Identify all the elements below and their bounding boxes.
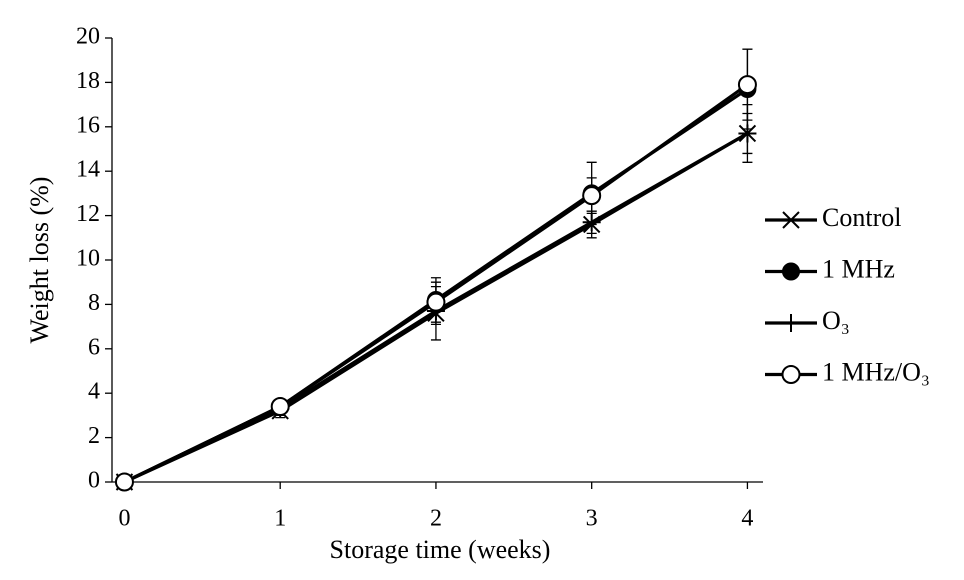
marker xyxy=(270,397,290,417)
marker-shape xyxy=(114,472,134,492)
y-tick-label: 0 xyxy=(88,468,100,494)
y-tick-label: 12 xyxy=(76,201,100,227)
y-tick-label: 10 xyxy=(76,246,100,272)
legend-label: 1 MHz/O₃ xyxy=(822,357,930,386)
y-tick-label: 20 xyxy=(76,24,100,50)
marker-shape xyxy=(782,262,800,281)
y-tick-label: 16 xyxy=(76,112,100,138)
y-tick-label: 2 xyxy=(88,423,100,449)
marker xyxy=(782,314,800,332)
marker xyxy=(737,75,757,95)
y-tick-label: 6 xyxy=(88,334,100,360)
legend-label: 1 MHz xyxy=(822,254,895,283)
marker-shape xyxy=(737,75,757,95)
marker-shape xyxy=(270,397,290,417)
legend-label: O₃ xyxy=(822,306,850,335)
marker-shape xyxy=(582,186,602,206)
x-tick-label: 0 xyxy=(118,506,130,532)
y-axis-label: Weight loss (%) xyxy=(25,177,54,344)
x-axis-label: Storage time (weeks) xyxy=(330,535,551,564)
marker-shape xyxy=(426,292,446,312)
marker xyxy=(782,262,800,281)
marker xyxy=(782,211,800,229)
legend-label: Control xyxy=(822,203,901,232)
marker-shape xyxy=(782,314,800,332)
marker xyxy=(582,213,601,232)
y-tick-label: 18 xyxy=(76,68,100,94)
y-tick-label: 4 xyxy=(88,379,100,405)
marker xyxy=(426,292,446,312)
marker-shape xyxy=(782,211,800,229)
marker-shape xyxy=(738,124,757,143)
marker xyxy=(582,186,602,206)
marker xyxy=(781,365,801,384)
marker-shape xyxy=(781,365,801,384)
marker xyxy=(738,124,757,143)
marker xyxy=(114,472,134,492)
y-tick-label: 14 xyxy=(76,157,100,183)
x-tick-label: 1 xyxy=(274,506,286,532)
x-tick-label: 3 xyxy=(586,506,598,532)
x-tick-label: 4 xyxy=(741,506,753,532)
x-tick-label: 2 xyxy=(430,506,442,532)
y-tick-label: 8 xyxy=(88,290,100,316)
marker-shape xyxy=(582,213,601,232)
